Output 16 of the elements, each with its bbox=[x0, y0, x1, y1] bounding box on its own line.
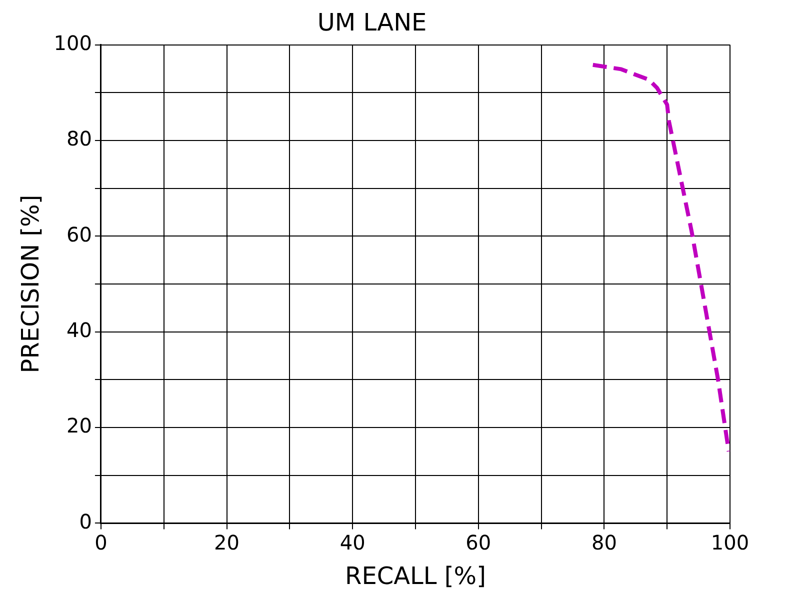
y-tick-label: 60 bbox=[66, 222, 92, 246]
x-tick-label: 60 bbox=[466, 530, 492, 554]
x-tick-label: 0 bbox=[94, 530, 108, 554]
x-tick-label: 40 bbox=[340, 530, 366, 554]
x-tick-label: 20 bbox=[214, 530, 240, 554]
y-axis-title: PRECISION [%] bbox=[16, 194, 45, 374]
line-series bbox=[590, 62, 730, 454]
y-tick-label: 100 bbox=[54, 31, 92, 56]
y-tick-label: 0 bbox=[79, 509, 92, 534]
x-tick-label: 80 bbox=[591, 530, 617, 554]
y-tick-label: 20 bbox=[66, 414, 92, 438]
y-tick-label: 40 bbox=[66, 318, 92, 342]
x-tick-label: 100 bbox=[710, 530, 750, 554]
y-tick-label: 80 bbox=[66, 126, 92, 151]
chart-title: UM LANE bbox=[317, 8, 427, 37]
x-axis-title: RECALL [%] bbox=[345, 562, 486, 590]
